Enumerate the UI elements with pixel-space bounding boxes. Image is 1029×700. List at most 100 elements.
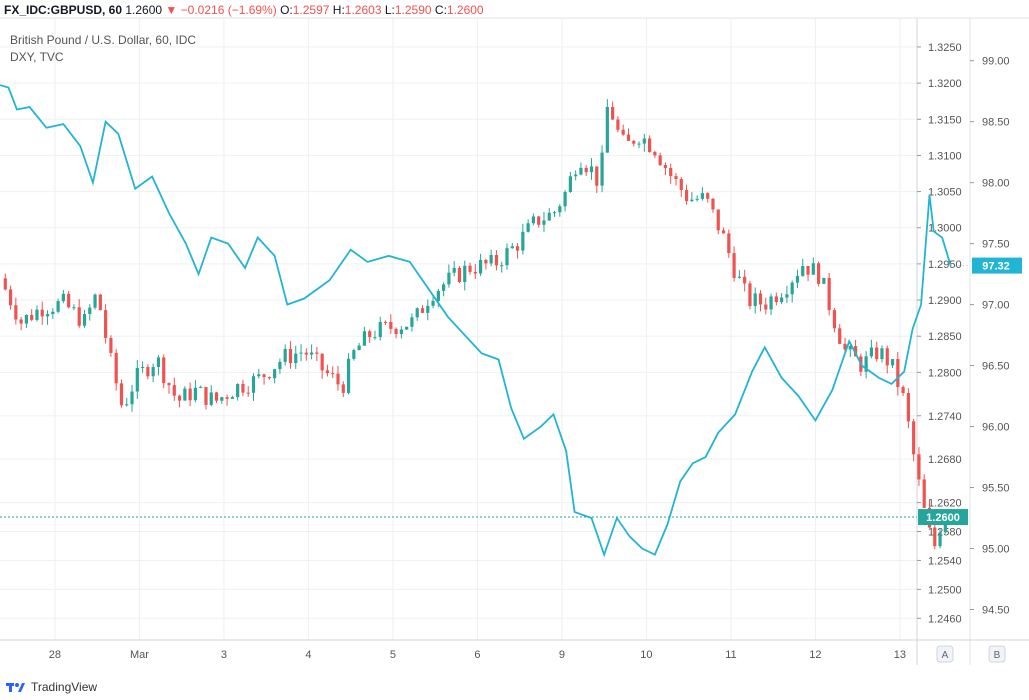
candle-body [220, 397, 224, 401]
footer-brand[interactable]: TradingView [6, 680, 97, 694]
candle-body [790, 282, 794, 295]
candle-body [415, 308, 419, 318]
time-tick-label: 11 [725, 649, 736, 661]
candle-body [632, 140, 636, 144]
candle-body [674, 176, 678, 180]
candle-body [716, 209, 720, 231]
candle-body [764, 304, 768, 310]
candle-body [420, 308, 425, 313]
candle-body [389, 322, 393, 329]
candle-body [484, 259, 488, 264]
candle-body [346, 358, 351, 393]
candle-body [658, 155, 662, 166]
candle-body [579, 167, 583, 175]
close-value: 1.2600 [446, 3, 484, 17]
candle-body [394, 328, 398, 335]
candle-body [647, 138, 652, 152]
time-tick-label: 5 [390, 649, 396, 661]
candle-body [869, 347, 874, 357]
time-tick-label: 4 [305, 649, 311, 661]
candle-body [669, 168, 673, 177]
axis-button-label-a: A [942, 650, 949, 661]
candle-body [61, 293, 65, 302]
candle-body [109, 338, 113, 353]
symbol-header: FX_IDC:GBPUSD, 60 1.2600 ▼ −0.0216 (−1.6… [4, 3, 484, 17]
candle-body [383, 321, 388, 323]
candle-body [331, 373, 335, 375]
candle-body [214, 392, 219, 401]
time-tick-label: 28 [49, 649, 61, 661]
price-tick-label: 1.3200 [928, 78, 962, 90]
candle-body [299, 352, 303, 354]
candle-body [526, 223, 530, 232]
time-tick-label: 6 [474, 649, 480, 661]
candle-body [362, 331, 367, 346]
candle-body [795, 275, 800, 283]
candle-body [104, 310, 108, 339]
candle-body [257, 374, 261, 377]
candle-body [262, 374, 266, 378]
price-tick-label: 1.2800 [928, 367, 962, 379]
candle-body [563, 191, 567, 207]
candle-body [341, 384, 345, 393]
candle-body [352, 350, 356, 359]
close-label: C: [434, 3, 447, 17]
dxy-tick-label: 98.00 [982, 178, 1010, 190]
candle-body [500, 265, 504, 267]
price-tick-label: 1.2850 [928, 331, 962, 343]
candle-body [653, 151, 657, 156]
candle-body [473, 271, 477, 274]
candle-body [906, 393, 910, 422]
candle-body [193, 387, 198, 401]
candle-body [494, 255, 499, 266]
down-arrow-icon: ▼ [165, 3, 178, 17]
candle-body [864, 356, 868, 372]
candle-body [542, 220, 546, 225]
candle-body [853, 346, 858, 357]
main-series-legend[interactable]: British Pound / U.S. Dollar, 60, IDC [10, 33, 197, 47]
candle-body [943, 520, 947, 533]
open-value: 1.2597 [292, 3, 330, 17]
candle-body [468, 265, 472, 272]
dxy-tick-label: 96.50 [982, 361, 1010, 373]
dxy-tick-label: 97.50 [982, 239, 1010, 251]
last-price-tag [918, 509, 968, 526]
candle-body [568, 176, 572, 192]
candle-body [478, 259, 483, 274]
last-price: 1.2600 [125, 3, 163, 17]
candle-body [140, 367, 145, 369]
candle-body [8, 289, 13, 306]
candle-body [177, 395, 182, 401]
dxy-tick-label: 95.50 [982, 483, 1010, 495]
candle-body [885, 348, 889, 366]
candle-body [447, 272, 451, 285]
candle-body [457, 267, 462, 283]
candle-body [626, 134, 631, 141]
candle-body [130, 391, 134, 405]
axis-button-a[interactable] [936, 645, 954, 663]
candle-body [246, 392, 250, 394]
candle-body [304, 352, 308, 355]
axis-button-b[interactable] [988, 645, 1006, 663]
candle-body [595, 166, 599, 186]
candle-body [336, 373, 340, 385]
candle-body [67, 293, 71, 308]
candle-body [621, 129, 625, 135]
overlay-series-legend[interactable]: DXY, TVC [10, 50, 64, 64]
low-value: 1.2590 [394, 3, 432, 17]
candle-body [378, 321, 382, 338]
candle-body [162, 357, 166, 384]
candle-body [753, 293, 757, 307]
candle-body [230, 397, 234, 399]
candle-body [172, 385, 176, 396]
price-tick-label: 1.3100 [928, 150, 962, 162]
last-price-tag-label: 1.2600 [926, 512, 960, 524]
dxy-tick-label: 97.00 [982, 300, 1010, 312]
candle-body [642, 138, 646, 144]
candle-body [320, 353, 324, 371]
candle-body [204, 387, 208, 405]
dxy-tick-label: 95.00 [982, 544, 1010, 556]
candle-body [82, 313, 87, 326]
candle-body [315, 352, 319, 354]
